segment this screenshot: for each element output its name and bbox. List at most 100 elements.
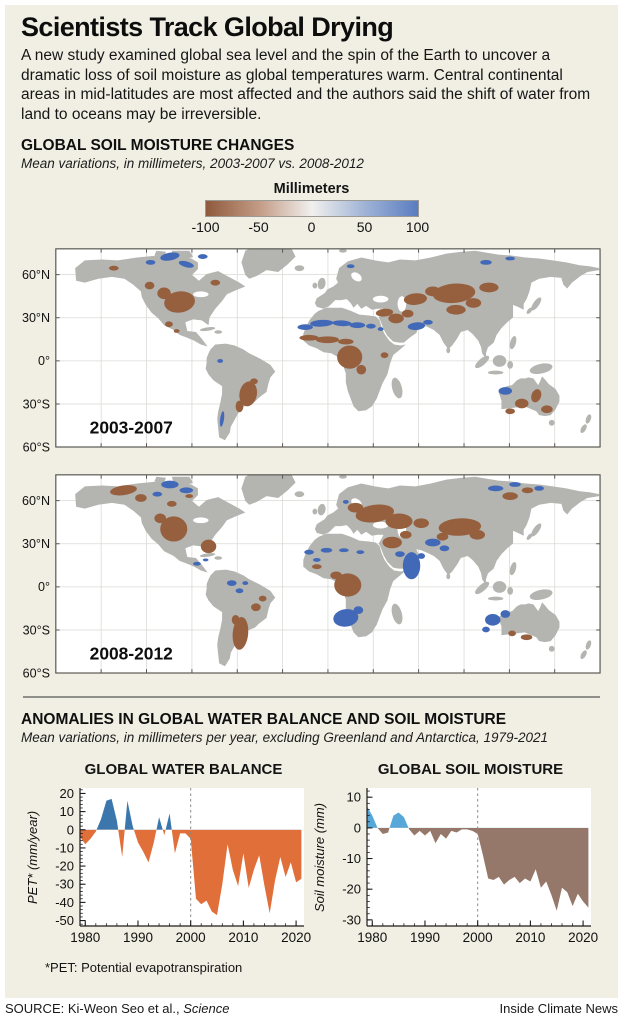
colorbar-tick: -100 (191, 219, 220, 236)
drier-patch (144, 282, 155, 290)
maps-section-subtitle: Mean variations, in millimeters, 2003-20… (21, 156, 364, 172)
wetter-patch (312, 558, 321, 562)
wetter-patch (202, 558, 209, 562)
y-tick-label: -20 (55, 858, 74, 873)
latitude-tick-label: 60°N (22, 494, 50, 508)
wetter-patch (439, 545, 450, 552)
latitude-labels: 60°N 30°N 0° 30°S 60°S (22, 268, 50, 454)
x-tick-label: 2020 (281, 930, 311, 945)
drier-patch (250, 378, 258, 385)
drier-patch (438, 518, 482, 536)
wetter-patch (485, 614, 501, 626)
y-axis-label: PET* (mm/year) (25, 810, 40, 904)
drier-patch (110, 485, 137, 496)
drier-patch (432, 283, 476, 304)
wetter-patch (349, 322, 366, 329)
x-tick-label: 1980 (357, 930, 387, 945)
y-axis-label: Soil moisture (mm) (312, 802, 327, 912)
colorbar-tick: 50 (356, 219, 373, 236)
intro-paragraph: A new study examined global sea level an… (21, 47, 591, 123)
wetter-patch (160, 252, 180, 262)
drier-patch (514, 399, 529, 409)
drier-patch (164, 291, 195, 314)
drier-patch (403, 293, 427, 306)
map-axis-ticks (55, 249, 601, 448)
wetter-patch (534, 486, 544, 491)
drier-patch (231, 615, 240, 625)
drier-patch (108, 266, 119, 271)
drier-patch (210, 280, 221, 286)
drier-patch (355, 504, 395, 523)
wetter-patch (417, 553, 426, 560)
soil-moisture-chart: GLOBAL SOIL MOISTURE Soil moisture (mm) … (312, 761, 599, 950)
wetter-patch (179, 487, 194, 494)
wetter-patch (509, 482, 521, 488)
world-map-2008-2012: 60°N 30°N 0° 30°S 60°S 2008-2012 (22, 474, 601, 680)
drier-patch (356, 365, 367, 375)
source-credit: SOURCE: Ki-Weon Seo et al., Science (5, 1001, 229, 1016)
wetter-patch (346, 264, 355, 269)
drier-patch (436, 532, 449, 541)
wetter-patch (487, 485, 504, 492)
drier-patch (173, 329, 180, 334)
latitude-tick-label: 30°S (23, 398, 50, 412)
wetter-patch (500, 610, 511, 619)
wetter-patch (304, 549, 314, 555)
drier-patch (338, 339, 354, 345)
drier-patch (160, 516, 188, 542)
colorbar-title: Millimeters (273, 181, 350, 198)
world-map-2003-2007: 60°N 30°N 0° 30°S 60°S 2003-2007 (22, 248, 601, 455)
publisher-credit: Inside Climate News (499, 1001, 619, 1016)
wetter-patch (333, 609, 359, 627)
y-tick-label: 10 (60, 804, 74, 819)
map-axis-ticks (55, 474, 601, 674)
wetter-patch (219, 411, 225, 428)
drier-patch (531, 389, 542, 403)
drier-patch (347, 503, 364, 513)
drier-patch (154, 513, 167, 524)
drier-patch (166, 501, 177, 507)
drier-patch (375, 309, 394, 317)
wetter-patch (193, 561, 201, 566)
wetter-patch (339, 548, 349, 553)
drier-patch (508, 630, 516, 637)
source-journal: Science (183, 1001, 230, 1016)
x-tick-label: 1980 (70, 930, 100, 945)
x-tick-label: 2000 (463, 930, 493, 945)
colorbar-gradient (204, 200, 419, 218)
x-tick-label: 2010 (515, 930, 545, 945)
x-tick-label: 2020 (568, 930, 598, 945)
drier-patch (251, 603, 261, 612)
drier-patch (135, 494, 147, 503)
colorbar-tick-labels: -100 -50 0 50 100 (191, 219, 429, 237)
charts-section-subtitle: Mean variations, in millimeters per year… (21, 729, 549, 745)
drier-patch (337, 345, 363, 370)
wetter-patch (482, 626, 490, 633)
y-tick-label: -30 (55, 877, 74, 892)
drier-patch (385, 513, 413, 530)
y-tick-label: -30 (342, 912, 361, 927)
wetter-patches (152, 480, 544, 633)
wetter-patch (342, 500, 349, 504)
x-tick-label: 2010 (228, 930, 258, 945)
charts-section-heading: ANOMALIES IN GLOBAL WATER BALANCE AND SO… (21, 710, 507, 728)
y-tick-label: -10 (55, 840, 74, 855)
drier-patch (380, 352, 389, 359)
latitude-tick-label: 30°N (22, 312, 50, 326)
wetter-patch (480, 260, 492, 266)
wetter-patch (356, 550, 365, 555)
drier-patch (520, 634, 533, 641)
wetter-patch (407, 322, 426, 331)
map-period-label: 2003-2007 (90, 418, 173, 438)
drier-patch (541, 405, 553, 414)
drier-patch (185, 494, 194, 499)
wetter-patch (161, 480, 179, 489)
drier-patch (157, 287, 171, 300)
latitude-tick-label: 30°N (22, 537, 50, 551)
water-balance-chart: GLOBAL WATER BALANCE PET* (mm/year) 20 10… (25, 761, 312, 950)
latitude-tick-label: 60°N (22, 268, 50, 282)
latitude-tick-label: 0° (38, 355, 50, 369)
wetter-patch (377, 327, 384, 332)
maps-section-heading: GLOBAL SOIL MOISTURE CHANGES (21, 137, 295, 155)
drier-patch (399, 531, 412, 539)
